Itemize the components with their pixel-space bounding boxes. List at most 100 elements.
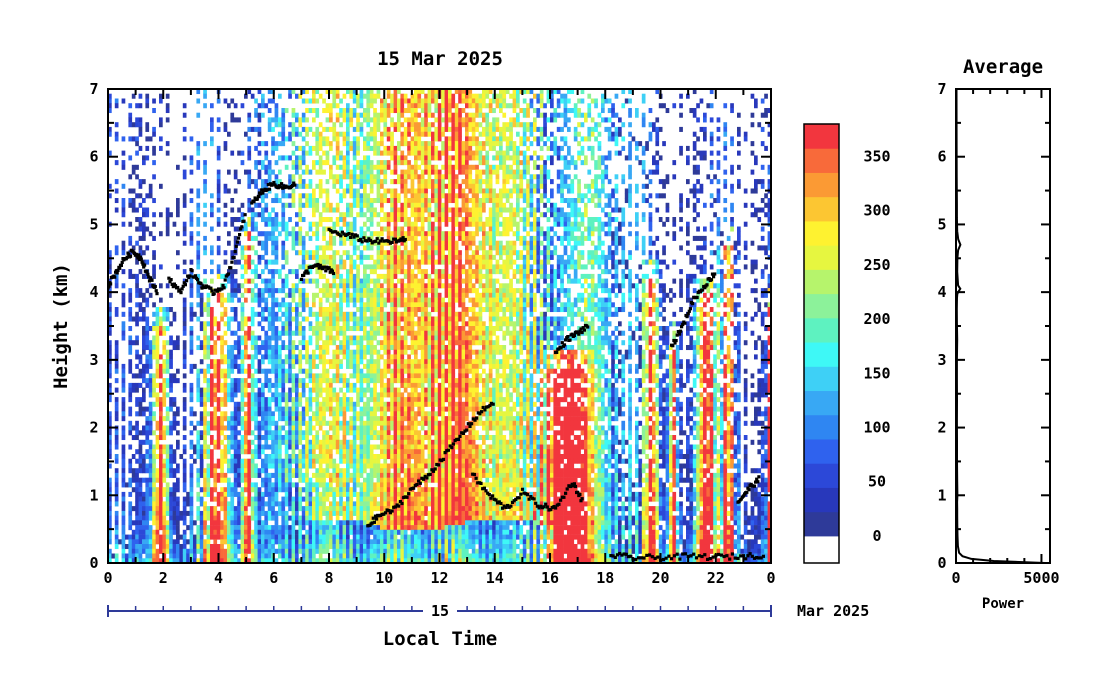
heatmap-cell (298, 491, 303, 497)
heatmap-cell (142, 198, 146, 204)
heatmap-cell (159, 368, 163, 374)
heatmap-cell (373, 411, 377, 417)
heatmap-cell (332, 416, 337, 422)
heatmap-cell (356, 345, 360, 351)
heatmap-cell (257, 89, 262, 95)
heatmap-cell (206, 392, 211, 398)
heatmap-cell (240, 311, 245, 317)
heatmap-cell (366, 273, 371, 279)
heatmap-cell (274, 240, 279, 246)
heatmap-cell (189, 496, 194, 502)
heatmap-cell (216, 425, 221, 431)
heatmap-cell (138, 548, 143, 554)
heatmap-cell (369, 345, 374, 351)
heatmap-cell (359, 321, 364, 327)
heatmap-cell (349, 491, 354, 497)
heatmap-cell (247, 259, 252, 265)
heatmap-cell (227, 458, 231, 464)
heatmap-cell (196, 548, 201, 554)
heatmap-cell (298, 202, 303, 208)
heatmap-cell (315, 515, 320, 521)
heatmap-cell (182, 226, 187, 232)
heatmap-cell (366, 401, 371, 407)
heatmap-cell (155, 454, 160, 460)
heatmap-cell (322, 307, 326, 313)
heatmap-cell (247, 150, 252, 156)
heatmap-cell (380, 382, 384, 388)
heatmap-cell (135, 411, 139, 417)
heatmap-cell (264, 368, 269, 374)
heatmap-cell (298, 544, 303, 550)
heatmap-cell (305, 349, 309, 355)
heatmap-cell (210, 529, 214, 535)
heatmap-cell (305, 515, 309, 521)
heatmap-cell (271, 240, 275, 246)
heatmap-cell (315, 335, 320, 341)
heatmap-cell (237, 430, 241, 436)
heatmap-cell (349, 311, 354, 317)
heatmap-cell (356, 544, 360, 550)
heatmap-cell (288, 468, 292, 474)
heatmap-cell (213, 463, 218, 469)
heatmap-cell (315, 477, 320, 483)
heatmap-cell (227, 316, 231, 322)
heatmap-cell (352, 292, 357, 298)
heatmap-cell (227, 534, 231, 540)
heatmap-cell (254, 202, 258, 208)
heatmap-cell (108, 354, 112, 360)
heatmap-cell (176, 525, 180, 531)
heatmap-cell (199, 345, 204, 351)
heatmap-cell (329, 169, 333, 175)
heatmap-cell (376, 506, 381, 512)
heatmap-cell (203, 454, 207, 460)
heatmap-cell (159, 449, 163, 455)
heatmap-cell (301, 264, 306, 270)
heatmap-cell (261, 198, 265, 204)
heatmap-cell (325, 89, 330, 95)
heatmap-cell (152, 510, 156, 516)
heatmap-cell (278, 316, 282, 322)
heatmap-cell (369, 254, 374, 260)
heatmap-cell (186, 501, 190, 507)
heatmap-cell (335, 529, 340, 535)
heatmap-cell (247, 382, 252, 388)
heatmap-cell (233, 354, 238, 360)
heatmap-cell (356, 122, 360, 128)
heatmap-cell (220, 491, 224, 497)
heatmap-cell (108, 183, 112, 189)
heatmap-cell (142, 340, 146, 346)
heatmap-cell (108, 307, 112, 313)
heatmap-cell (325, 217, 330, 223)
heatmap-cell (182, 193, 187, 199)
heatmap-cell (349, 382, 354, 388)
heatmap-cell (250, 378, 255, 384)
heatmap-cell (352, 430, 357, 436)
heatmap-cell (373, 430, 377, 436)
heatmap-cell (189, 288, 194, 294)
heatmap-cell (227, 501, 231, 507)
heatmap-cell (284, 444, 289, 450)
heatmap-cell (189, 302, 194, 308)
heatmap-cell (281, 548, 286, 554)
heatmap-cell (298, 297, 303, 303)
heatmap-cell (278, 169, 282, 175)
heatmap-cell (148, 553, 153, 559)
heatmap-cell (284, 392, 289, 398)
heatmap-cell (267, 349, 272, 355)
heatmap-cell (152, 311, 156, 317)
heatmap-cell (342, 117, 347, 123)
heatmap-cell (329, 292, 333, 298)
heatmap-cell (237, 496, 241, 502)
heatmap-cell (318, 193, 323, 199)
heatmap-cell (244, 378, 248, 384)
heatmap-cell (182, 321, 187, 327)
heatmap-cell (162, 392, 167, 398)
heatmap-cell (315, 254, 320, 260)
heatmap-cell (148, 506, 153, 512)
heatmap-cell (373, 307, 377, 313)
heatmap-cell (169, 515, 173, 521)
heatmap-cell (281, 193, 286, 199)
heatmap-cell (233, 387, 238, 393)
heatmap-cell (284, 439, 289, 445)
heatmap-cell (301, 240, 306, 246)
